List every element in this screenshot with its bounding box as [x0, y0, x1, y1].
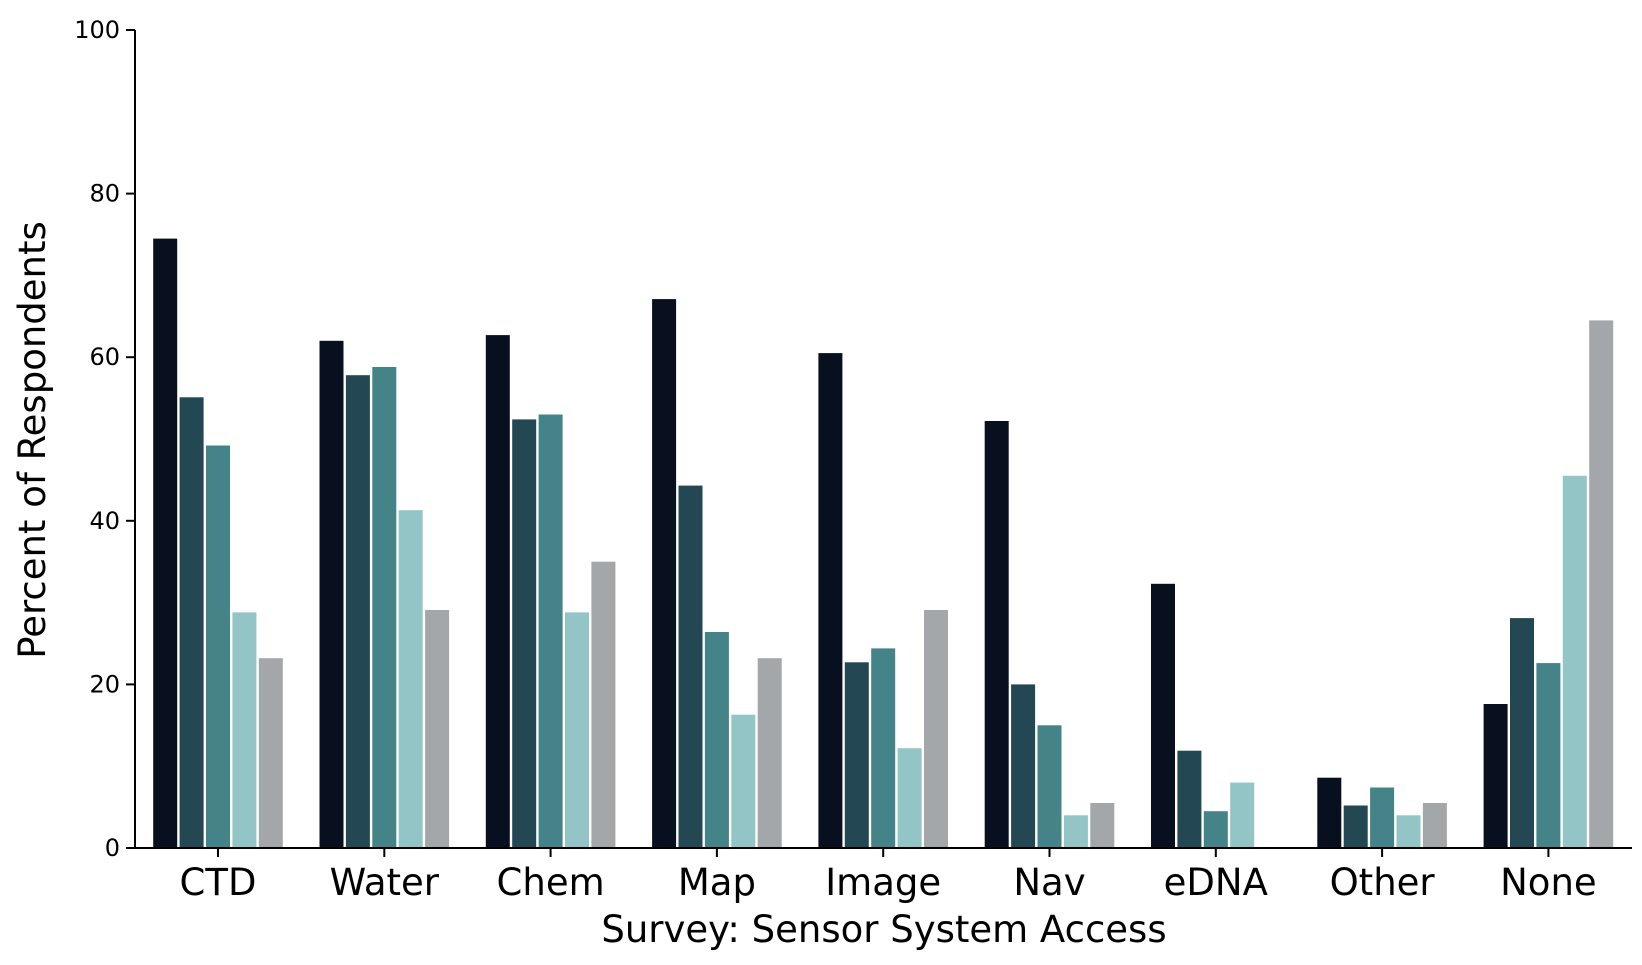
bar-ctd-series-5 [258, 658, 283, 848]
bar-image-series-1 [818, 353, 843, 848]
bar-image-series-4 [897, 748, 922, 848]
bar-none-series-2 [1510, 618, 1534, 848]
x-tick-label-map: Map [678, 861, 756, 904]
bar-water-series-1 [319, 340, 344, 848]
bar-ctd-series-2 [179, 397, 204, 848]
x-tick-label-chem: Chem [497, 861, 605, 904]
bar-nav-series-1 [984, 421, 1009, 848]
bar-other-series-5 [1422, 803, 1447, 848]
y-ticks: 0 20 40 60 80 100 [74, 16, 135, 862]
y-tick-label: 20 [89, 670, 120, 698]
bar-nav-series-4 [1063, 815, 1088, 848]
y-tick-label: 40 [89, 507, 120, 535]
bar-image-series-2 [844, 662, 869, 848]
bar-map-series-3 [704, 632, 729, 848]
bars-layer [153, 238, 1614, 849]
x-tick-label-nav: Nav [1013, 861, 1085, 904]
bar-edna-series-2 [1177, 750, 1202, 848]
bar-none-series-4 [1562, 475, 1587, 848]
bar-image-series-3 [871, 648, 896, 848]
x-tick-label-other: Other [1330, 861, 1436, 904]
bar-chem-series-2 [512, 419, 537, 848]
bar-nav-series-5 [1090, 803, 1115, 848]
bar-water-series-4 [398, 510, 423, 848]
bar-other-series-2 [1343, 805, 1368, 848]
x-tick-label-ctd: CTD [180, 861, 257, 904]
x-axis-title: Survey: Sensor System Access [601, 908, 1166, 951]
bar-ctd-series-4 [232, 612, 257, 848]
bar-nav-series-3 [1037, 725, 1062, 848]
bar-water-series-3 [372, 367, 397, 848]
bar-edna-series-1 [1151, 583, 1175, 848]
bar-chem-series-4 [565, 612, 589, 848]
bar-map-series-2 [678, 485, 703, 848]
x-tick-label-water: Water [330, 861, 440, 904]
x-tick-label-none: None [1500, 861, 1597, 904]
y-tick-label: 100 [74, 16, 120, 44]
bar-edna-series-3 [1203, 811, 1228, 848]
bar-chem-series-3 [538, 414, 563, 848]
bar-water-series-5 [425, 610, 450, 848]
x-tick-label-image: Image [825, 861, 941, 904]
y-tick-label: 60 [89, 343, 120, 371]
bar-none-series-1 [1483, 704, 1508, 848]
bar-nav-series-2 [1011, 684, 1036, 848]
x-category-labels: CTD Water Chem Map Image Nav eDNA Other None [180, 848, 1597, 904]
y-tick-label: 80 [89, 180, 120, 208]
bar-ctd-series-3 [206, 445, 230, 848]
bar-map-series-1 [652, 299, 677, 849]
bar-other-series-3 [1370, 787, 1395, 848]
bar-none-series-5 [1589, 320, 1614, 848]
bar-edna-series-4 [1230, 782, 1255, 848]
bar-other-series-1 [1317, 777, 1342, 848]
bar-other-series-4 [1396, 815, 1421, 848]
bar-map-series-5 [757, 658, 782, 848]
bar-chem-series-5 [591, 561, 616, 848]
bar-chem-series-1 [485, 335, 510, 849]
bar-ctd-series-1 [153, 238, 178, 849]
bar-water-series-2 [345, 375, 370, 848]
x-tick-label-edna: eDNA [1164, 861, 1268, 904]
y-tick-label: 0 [105, 834, 120, 862]
bar-map-series-4 [731, 714, 756, 848]
bar-none-series-3 [1536, 663, 1561, 848]
bar-image-series-5 [924, 610, 948, 848]
y-axis-title: Percent of Respondents [11, 221, 54, 659]
